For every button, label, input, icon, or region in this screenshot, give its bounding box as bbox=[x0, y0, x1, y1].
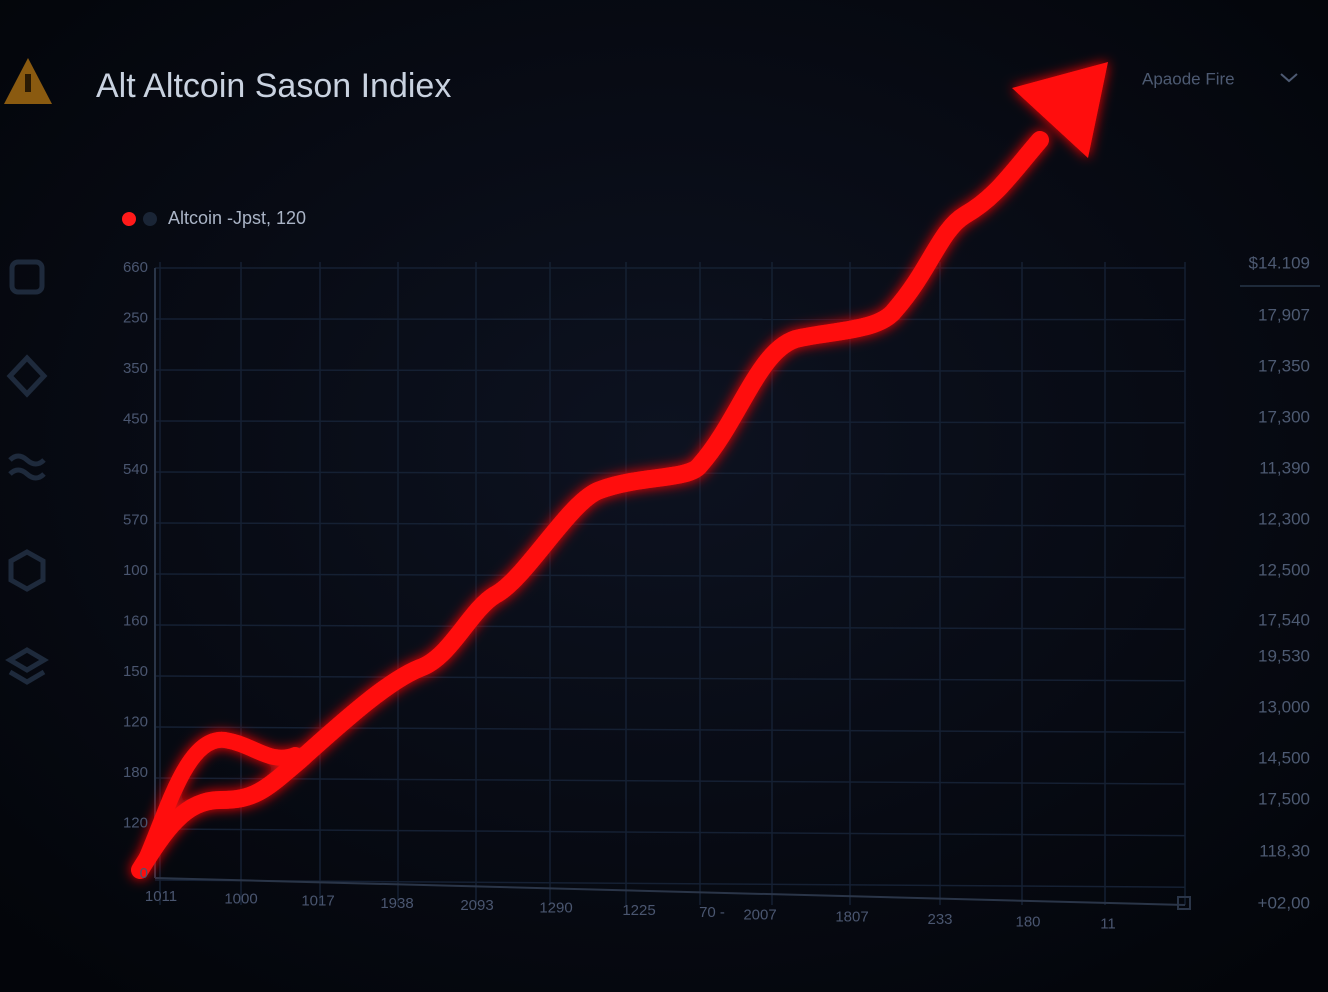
sidebar-icon[interactable] bbox=[8, 549, 46, 592]
y-tick-label: 450 bbox=[123, 410, 148, 427]
grid-line bbox=[154, 573, 1186, 579]
right-tick-label: 17,540 bbox=[1258, 610, 1310, 629]
y-tick-label: 100 bbox=[123, 562, 148, 579]
right-tick-label: 13,000 bbox=[1258, 697, 1310, 716]
grid-line bbox=[154, 675, 1186, 682]
right-tick-label: 12,500 bbox=[1258, 560, 1310, 579]
trend-loop bbox=[134, 731, 303, 876]
y-tick-label: 0 bbox=[140, 865, 148, 882]
right-tick-label: 17,350 bbox=[1258, 356, 1310, 375]
right-tick-label: 17,300 bbox=[1258, 407, 1310, 426]
grid-line bbox=[154, 522, 1186, 527]
grid-line bbox=[154, 318, 1186, 321]
sidebar bbox=[5, 259, 49, 685]
grid-line bbox=[154, 369, 1186, 372]
grid-line bbox=[154, 828, 1186, 837]
y-tick-label: 180 bbox=[123, 764, 148, 781]
right-tick-label: +02,00 bbox=[1258, 893, 1310, 912]
x-tick-label: 1011 bbox=[145, 888, 177, 905]
title: Alt Altcoin Sason Indiex bbox=[96, 67, 451, 105]
y-tick-label: 120 bbox=[123, 713, 148, 730]
right-tick-label: 17,907 bbox=[1258, 305, 1310, 324]
right-tick-label: $14.109 bbox=[1249, 253, 1310, 272]
trend-arrowhead bbox=[1012, 62, 1108, 158]
x-tick-label: 1225 bbox=[622, 902, 655, 919]
legend-label: Altcoin -Jpst, 120 bbox=[168, 208, 306, 228]
y-tick-label: 350 bbox=[123, 360, 148, 377]
right-tick-label: 14,500 bbox=[1258, 748, 1310, 767]
right-tick-label: 17,500 bbox=[1258, 789, 1310, 808]
x-tick-label: 1290 bbox=[539, 899, 572, 916]
trend bbox=[131, 62, 1108, 879]
x-tick-label: 1000 bbox=[224, 890, 257, 907]
grid-line bbox=[154, 420, 1186, 424]
x-tick-label: 2093 bbox=[460, 897, 493, 914]
legend-swatch bbox=[122, 212, 136, 226]
x-tick-label: 2007 bbox=[743, 906, 776, 923]
x-axis bbox=[154, 877, 1186, 906]
x-tick-label: 1807 bbox=[835, 909, 868, 926]
dropdown[interactable]: Apaode Fire bbox=[1142, 69, 1235, 88]
grid-line bbox=[154, 879, 1186, 888]
legend-swatch bbox=[143, 212, 157, 226]
y-tick-label: 540 bbox=[123, 461, 148, 478]
y-tick-label: 150 bbox=[123, 663, 148, 680]
y-tick-label: 250 bbox=[123, 309, 148, 326]
grid-line bbox=[154, 777, 1186, 785]
x-tick-label: 11 bbox=[1100, 916, 1116, 933]
trend-line bbox=[131, 131, 1049, 879]
x-tick-label: 70 - bbox=[699, 904, 725, 921]
sidebar-icon[interactable] bbox=[5, 647, 49, 685]
y-tick-label: 160 bbox=[123, 612, 148, 629]
y-tick-label: 120 bbox=[123, 814, 148, 831]
right-tick-label: 11,390 bbox=[1259, 458, 1310, 477]
right-tick-label: 19,530 bbox=[1258, 646, 1310, 665]
right-tick-label: 12,300 bbox=[1258, 509, 1310, 528]
grid-line bbox=[154, 624, 1186, 630]
y-tick-label: 660 bbox=[123, 259, 148, 276]
axis-end bbox=[1177, 896, 1191, 910]
grid bbox=[154, 262, 1186, 905]
sidebar-icon[interactable] bbox=[8, 453, 46, 481]
warning-mark bbox=[25, 74, 31, 92]
sidebar-icon[interactable] bbox=[9, 259, 45, 295]
x-tick-label: 1017 bbox=[301, 893, 334, 910]
y-tick-label: 570 bbox=[123, 511, 148, 528]
x-tick-label: 180 bbox=[1015, 913, 1040, 930]
x-tick-label: 1938 bbox=[380, 895, 413, 912]
x-tick-label: 233 bbox=[927, 911, 952, 928]
sidebar-icon[interactable] bbox=[6, 354, 48, 398]
dropdown-caret[interactable] bbox=[1280, 73, 1298, 83]
right-tick-label: 118,30 bbox=[1259, 841, 1310, 860]
